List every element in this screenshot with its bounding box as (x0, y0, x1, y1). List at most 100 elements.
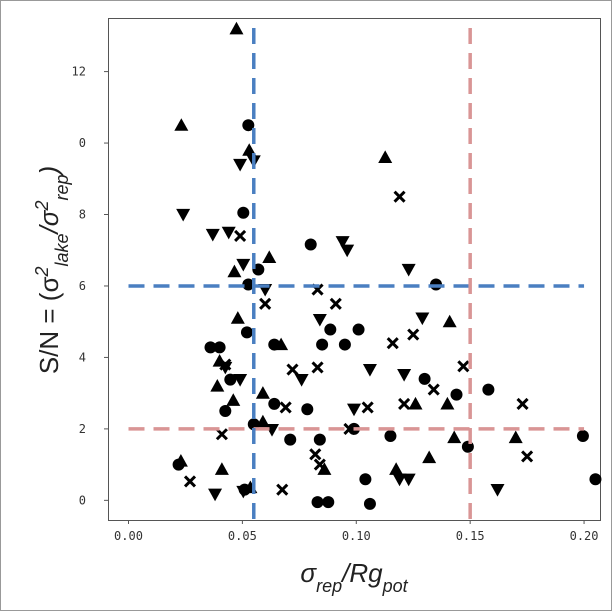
point (176, 208, 191, 222)
y-axis-label: S/N = (σ2lake/σ2rep) (32, 166, 72, 374)
point (361, 401, 374, 414)
point (440, 396, 455, 410)
y-label-part: /σ (34, 209, 64, 235)
point (311, 496, 324, 509)
point (284, 433, 297, 446)
point (304, 238, 317, 251)
point (352, 323, 365, 336)
point (447, 430, 462, 444)
point (262, 250, 277, 263)
point (313, 458, 326, 471)
point (309, 448, 322, 461)
y-tick-label: 2 (79, 422, 86, 436)
point (461, 440, 474, 453)
point (276, 483, 289, 496)
y-label-part: S/N = (σ (34, 276, 64, 374)
point (227, 264, 242, 278)
point (340, 244, 355, 258)
point (418, 372, 431, 385)
point (183, 475, 197, 488)
point (457, 360, 470, 373)
point (482, 383, 495, 396)
point (338, 338, 351, 351)
point (363, 497, 376, 510)
point (359, 473, 372, 486)
point (236, 258, 251, 272)
point (219, 358, 232, 371)
point (397, 368, 412, 382)
x-tick-label: 0.10 (342, 529, 371, 543)
point (242, 143, 257, 156)
point (233, 373, 248, 387)
point (415, 312, 430, 326)
y-tick-label: 0 (79, 136, 86, 150)
y-tick-label: 12 (72, 65, 86, 79)
point (286, 363, 299, 376)
point (589, 473, 602, 486)
point (224, 373, 237, 386)
point (521, 450, 534, 463)
y-label-part: 2 (32, 201, 52, 212)
x-tick-label: 0.15 (456, 529, 485, 543)
x-axis-label: σrep/Rgpot (300, 558, 408, 596)
x-label-part: rep (316, 576, 342, 596)
point (329, 297, 342, 310)
point (240, 326, 253, 339)
x-label-part: /Rg (340, 558, 383, 588)
point (401, 263, 416, 277)
point (401, 473, 416, 487)
point (218, 361, 233, 375)
point (236, 485, 251, 499)
point (234, 229, 247, 243)
point (450, 388, 463, 401)
point (294, 373, 309, 387)
point (312, 313, 327, 327)
point (362, 363, 377, 377)
point (398, 397, 411, 410)
point (384, 430, 397, 443)
point (322, 496, 335, 509)
point (237, 206, 250, 219)
point (213, 341, 226, 354)
y-tick-label: 4 (79, 350, 86, 364)
point (259, 297, 272, 310)
point (343, 422, 356, 435)
point (392, 473, 407, 487)
point (279, 401, 292, 414)
point (301, 403, 314, 416)
point (242, 278, 255, 291)
y-label-part: ) (34, 166, 64, 178)
point (347, 403, 361, 417)
y-label-part: rep (52, 175, 72, 201)
point (389, 462, 404, 475)
point (268, 397, 281, 410)
point (174, 118, 189, 131)
y-label-part: 2 (32, 266, 52, 277)
point (422, 450, 437, 464)
point (407, 328, 420, 341)
point (427, 383, 440, 396)
point (313, 433, 326, 446)
point (442, 314, 457, 328)
point (172, 458, 185, 471)
y-tick-label: 8 (79, 208, 86, 222)
point (214, 462, 229, 475)
y-label-part: lake (52, 233, 72, 266)
point (208, 488, 223, 502)
point (221, 226, 236, 240)
point (386, 337, 399, 350)
point (316, 338, 329, 351)
x-tick-label: 0.00 (114, 529, 143, 543)
point (508, 430, 523, 444)
point (516, 397, 529, 410)
point (210, 379, 225, 392)
x-label-part: pot (382, 576, 409, 596)
point (233, 158, 248, 172)
point (215, 428, 228, 441)
plot-frame (108, 18, 601, 521)
point (229, 21, 244, 35)
point (226, 393, 241, 406)
point (393, 190, 406, 203)
